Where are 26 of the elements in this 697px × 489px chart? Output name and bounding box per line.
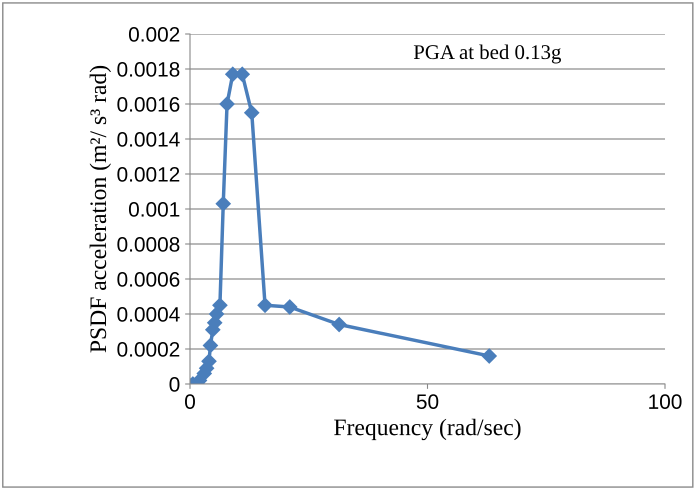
- y-tick-label: 0.0014: [117, 132, 180, 147]
- y-tick-label: 0.001: [128, 202, 180, 217]
- point: [219, 96, 235, 112]
- x-tick-label: 100: [649, 394, 682, 410]
- point: [202, 338, 218, 354]
- point: [244, 105, 260, 120]
- y-tick-label: 0.0016: [117, 97, 180, 112]
- y-tick-label: 0: [170, 377, 180, 392]
- annotation: PGA at bed 0.13g: [414, 44, 561, 64]
- y-axis-title: PSDF acceleration (m²/ s³ rad): [90, 66, 112, 352]
- y-tick-label: 0.0008: [117, 237, 180, 252]
- point: [257, 298, 273, 313]
- y-tick-label: 0.0006: [117, 272, 180, 287]
- point: [282, 299, 298, 315]
- y-tick-label: 0.0012: [117, 167, 180, 182]
- x-tick-label: 0: [185, 394, 195, 410]
- point: [212, 298, 228, 313]
- y-tick-label: 0.0004: [117, 307, 180, 322]
- y-tick-label: 0.0002: [117, 342, 180, 357]
- point: [332, 316, 347, 332]
- y-tick-label: 0.0018: [117, 62, 180, 77]
- x-tick-label: 50: [416, 394, 438, 410]
- y-tick-label: 0.002: [128, 27, 180, 42]
- point: [216, 196, 231, 212]
- x-axis-title: Frequency (rad/sec): [334, 418, 521, 440]
- point: [482, 348, 497, 364]
